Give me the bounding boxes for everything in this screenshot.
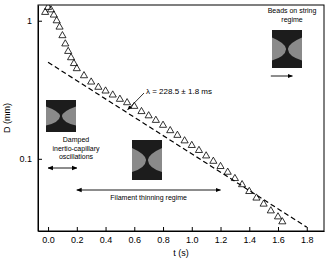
- inset-drop: [272, 30, 302, 68]
- axis-line: [39, 231, 325, 232]
- data-point: [174, 131, 181, 137]
- tick: 1.8: [301, 227, 314, 245]
- tick: 0.2: [71, 227, 84, 245]
- annotation: Filament thinning regime: [110, 194, 187, 202]
- inset-frame: [132, 140, 162, 180]
- tick-label: 0.2: [71, 235, 84, 245]
- tick-mark: [77, 227, 78, 231]
- inset-photo: [46, 100, 76, 132]
- tick: 1.4: [244, 227, 257, 245]
- regime-arrow: [48, 168, 77, 169]
- data-point: [239, 181, 246, 187]
- inset-frame: [46, 100, 76, 132]
- data-point: [95, 83, 102, 89]
- data-point: [203, 152, 210, 158]
- tick-label: 0.1: [19, 154, 32, 164]
- data-point: [167, 127, 174, 133]
- axis-line: [38, 6, 39, 232]
- data-point: [56, 23, 63, 29]
- tick-label: 1.8: [301, 235, 314, 245]
- tick-mark: [249, 227, 250, 231]
- x-axis: 0.0 0.2 0.4 0.6 0.8 1.0 1.2 1.4 1.6 1.8: [39, 227, 325, 245]
- tick: 0.0: [42, 227, 55, 245]
- data-point: [217, 162, 224, 168]
- tick: 0.4: [100, 227, 113, 245]
- regime-arrow: [77, 190, 221, 191]
- data-point: [50, 11, 57, 17]
- data-point: [279, 218, 286, 224]
- data-point: [116, 95, 123, 101]
- inset-photo: [132, 140, 162, 180]
- inset-frame: [272, 30, 302, 68]
- insets: [46, 30, 302, 180]
- data-point: [102, 87, 109, 93]
- data-point: [65, 47, 72, 53]
- tick-label: 1: [27, 16, 32, 26]
- data-point: [152, 116, 159, 122]
- y-axis: 0.11: [19, 6, 42, 232]
- data-point: [188, 141, 195, 147]
- data-point: [59, 32, 66, 38]
- data-point: [88, 78, 95, 84]
- tick-mark: [48, 227, 49, 231]
- tick-mark: [38, 159, 42, 160]
- tick: 0.1: [19, 154, 42, 164]
- data-point: [181, 137, 188, 143]
- tick-mark: [163, 227, 164, 231]
- tick-mark: [192, 227, 193, 231]
- tick-label: 1.4: [244, 235, 257, 245]
- data-point: [62, 40, 69, 46]
- chart: 0.00.20.40.60.81.01.21.41.61.80.11t (s)D…: [0, 0, 332, 261]
- data-point: [53, 17, 60, 23]
- data-point: [138, 107, 145, 113]
- data-point: [124, 99, 131, 105]
- annotation-arrow: [128, 93, 144, 110]
- data-point: [159, 121, 166, 127]
- annotation: λ = 228.5 ± 1.8 ms: [146, 87, 212, 96]
- data-point: [274, 213, 281, 219]
- tick-label: 1.2: [215, 235, 228, 245]
- tick: 1.6: [272, 227, 285, 245]
- regime-arrow: [271, 76, 293, 77]
- tick: 1: [27, 16, 42, 26]
- tick: 0.6: [129, 227, 142, 245]
- tick-mark: [134, 227, 135, 231]
- tick: 1.2: [215, 227, 228, 245]
- annotation: Beads on stringregime: [268, 7, 317, 24]
- data-point: [67, 54, 74, 60]
- tick-label: 1.6: [272, 235, 285, 245]
- tick: 0.8: [157, 227, 170, 245]
- tick-label: 1.0: [186, 235, 199, 245]
- plot-frame: [38, 5, 324, 231]
- plot-area: [42, 5, 307, 227]
- tick-mark: [307, 227, 308, 231]
- data-point: [195, 146, 202, 152]
- tick-mark: [221, 227, 222, 231]
- annotations: Dampedinertio-capillaryoscillations Filam…: [48, 7, 316, 202]
- data-point: [210, 157, 217, 163]
- annotation: Dampedinertio-capillaryoscillations: [52, 136, 100, 160]
- tick: 1.0: [186, 227, 199, 245]
- tick-label: 0.0: [42, 235, 55, 245]
- inset-drop: [132, 140, 162, 180]
- data-point: [267, 207, 274, 213]
- data-point: [224, 168, 231, 174]
- x-axis-title: t (s): [173, 248, 189, 258]
- data-point: [109, 91, 116, 97]
- tick-mark: [278, 227, 279, 231]
- data-point: [80, 72, 87, 78]
- data-point: [145, 112, 152, 118]
- tick-label: 0.8: [157, 235, 170, 245]
- tick-mark: [106, 227, 107, 231]
- inset-photo: [272, 30, 302, 68]
- tick-mark: [38, 21, 42, 22]
- y-axis-title: D (mm): [2, 103, 12, 133]
- inset-drop: [46, 100, 76, 132]
- tick-label: 0.4: [100, 235, 113, 245]
- tick-label: 0.6: [129, 235, 142, 245]
- fit-line: [48, 62, 307, 227]
- data-point: [73, 64, 80, 70]
